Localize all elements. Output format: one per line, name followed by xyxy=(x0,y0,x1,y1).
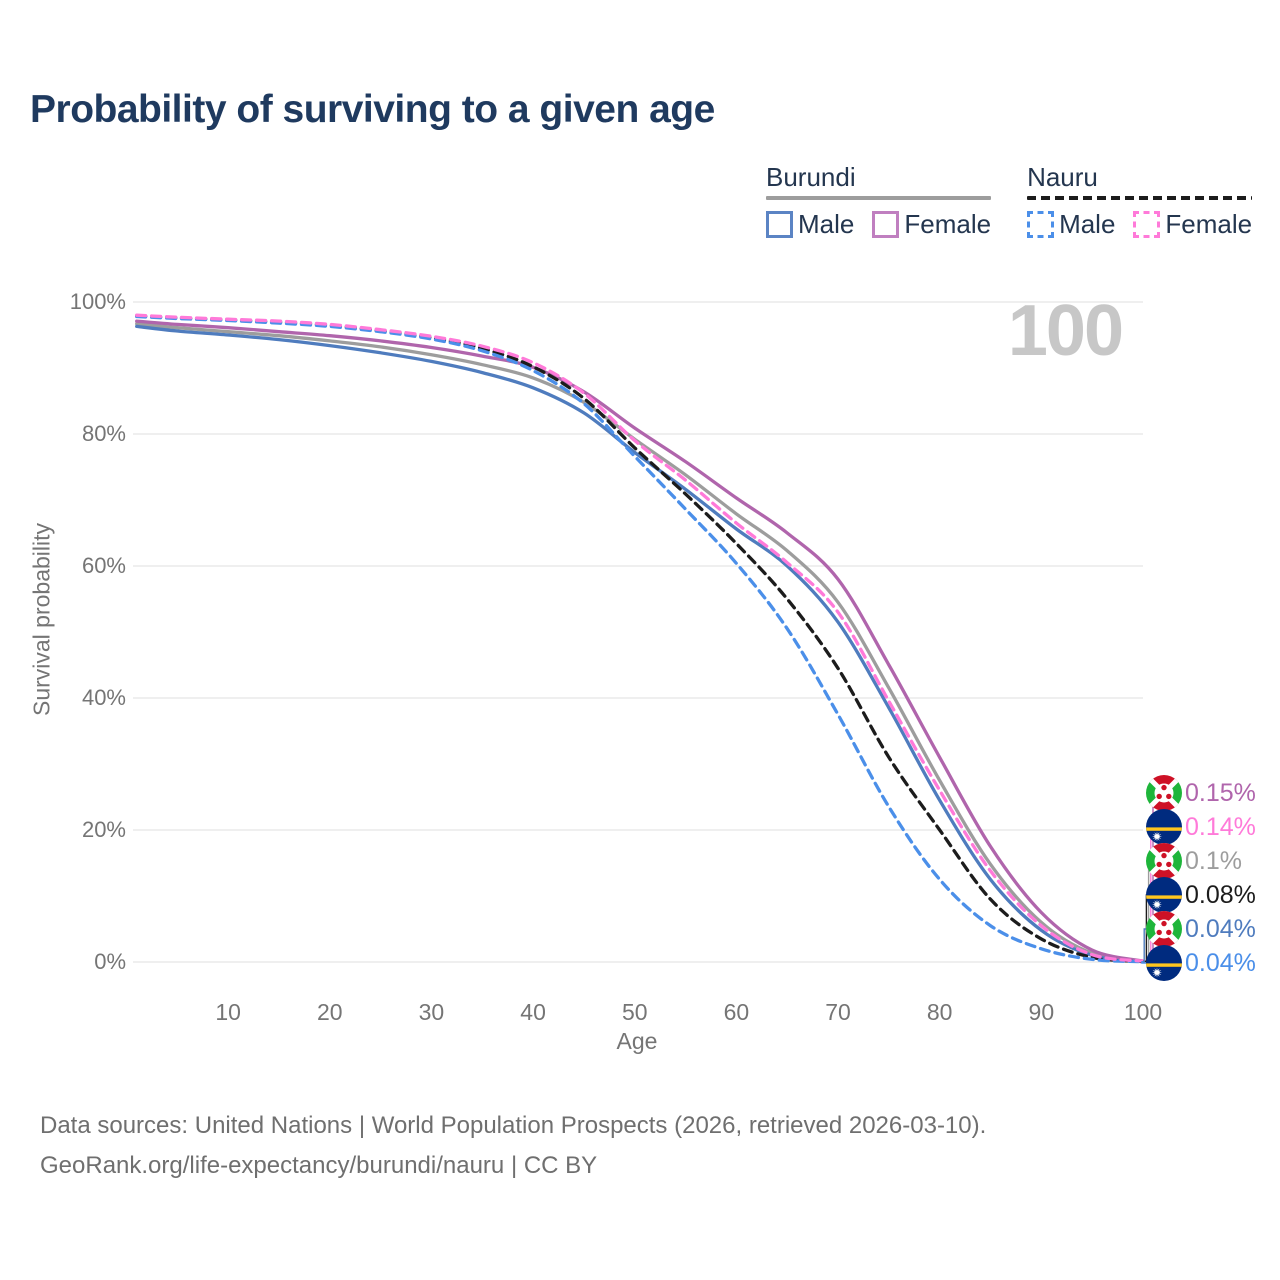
legend-swatch-icon xyxy=(872,211,900,238)
legend-group-burundi: Burundi Male Female xyxy=(766,162,992,240)
legend-country-label[interactable]: Burundi xyxy=(766,162,856,192)
y-tick-label: 0% xyxy=(94,949,126,974)
series-line-burundi_female[interactable] xyxy=(135,319,1145,963)
end-label-value: 0.04% xyxy=(1185,948,1256,977)
x-axis-title: Age xyxy=(616,1028,658,1054)
legend-item-label: Female xyxy=(904,209,992,239)
end-label-nauru_all: 0.08% xyxy=(1146,877,1256,913)
burundi-flag-icon xyxy=(1146,843,1182,879)
y-tick-label: 20% xyxy=(81,817,126,842)
x-tick-label: 40 xyxy=(520,999,546,1025)
x-tick-label: 80 xyxy=(926,999,953,1025)
x-tick-label: 90 xyxy=(1028,999,1055,1025)
x-tick-label: 60 xyxy=(723,999,750,1025)
footer-source-line: Data sources: United Nations | World Pop… xyxy=(40,1112,987,1139)
end-label-burundi_female: 0.15% xyxy=(1146,775,1256,811)
footer: Data sources: United Nations | World Pop… xyxy=(40,1106,986,1186)
legend-country-linestyle xyxy=(1027,196,1253,200)
end-label-burundi_male: 0.04% xyxy=(1146,911,1256,947)
x-tick-label: 50 xyxy=(621,999,648,1025)
page-title: Probability of surviving to a given age xyxy=(30,88,715,131)
legend-swatch-icon xyxy=(766,211,793,238)
nauru-flag-icon xyxy=(1146,809,1182,845)
legend-item-nauru-female[interactable]: Female xyxy=(1133,209,1252,240)
end-label-value: 0.1% xyxy=(1185,846,1242,875)
y-tick-label: 100% xyxy=(69,289,126,314)
x-tick-label: 20 xyxy=(317,999,343,1025)
nauru-flag-icon xyxy=(1146,877,1182,913)
legend: Burundi Male Female Nauru Male Female xyxy=(766,162,1253,240)
legend-group-nauru: Nauru Male Female xyxy=(1027,162,1253,240)
legend-country-label[interactable]: Nauru xyxy=(1027,162,1098,192)
end-label-value: 0.08% xyxy=(1185,880,1256,909)
end-label-value: 0.14% xyxy=(1185,812,1256,841)
footer-url-line: GeoRank.org/life-expectancy/burundi/naur… xyxy=(40,1152,598,1179)
x-tick-label: 100 xyxy=(1123,999,1163,1025)
end-label-burundi_all: 0.1% xyxy=(1146,843,1242,879)
x-tick-label: 30 xyxy=(418,999,445,1025)
legend-item-burundi-female[interactable]: Female xyxy=(872,209,991,240)
y-axis-title: Survival probability xyxy=(28,522,55,717)
burundi-flag-icon xyxy=(1146,775,1182,811)
legend-item-label: Male xyxy=(798,209,855,239)
series-line-nauru_female[interactable] xyxy=(135,313,1145,963)
end-label-nauru_female: 0.14% xyxy=(1146,809,1256,845)
burundi-flag-icon xyxy=(1146,911,1182,947)
legend-swatch-icon xyxy=(1027,211,1055,238)
legend-item-label: Male xyxy=(1059,209,1116,239)
legend-country-linestyle xyxy=(766,196,992,200)
end-label-value: 0.04% xyxy=(1185,914,1256,943)
x-tick-label: 70 xyxy=(825,999,851,1025)
x-tick-label: 10 xyxy=(215,999,241,1025)
leader-line-nauru_male xyxy=(1141,961,1147,964)
end-label-value: 0.15% xyxy=(1185,778,1256,807)
legend-item-label: Female xyxy=(1165,209,1253,239)
nauru-flag-icon xyxy=(1146,945,1182,981)
legend-item-nauru-male[interactable]: Male xyxy=(1027,209,1115,240)
series-line-burundi_all[interactable] xyxy=(135,322,1145,963)
y-tick-label: 60% xyxy=(81,553,126,578)
end-label-nauru_male: 0.04% xyxy=(1146,945,1256,981)
series-line-nauru_male[interactable] xyxy=(135,314,1145,964)
age-counter-watermark: 100 xyxy=(1007,291,1124,371)
y-tick-label: 80% xyxy=(81,421,126,446)
y-tick-label: 40% xyxy=(81,685,126,710)
leader-line-burundi_male xyxy=(1143,928,1147,963)
legend-swatch-icon xyxy=(1133,211,1161,238)
legend-item-burundi-male[interactable]: Male xyxy=(766,209,854,240)
